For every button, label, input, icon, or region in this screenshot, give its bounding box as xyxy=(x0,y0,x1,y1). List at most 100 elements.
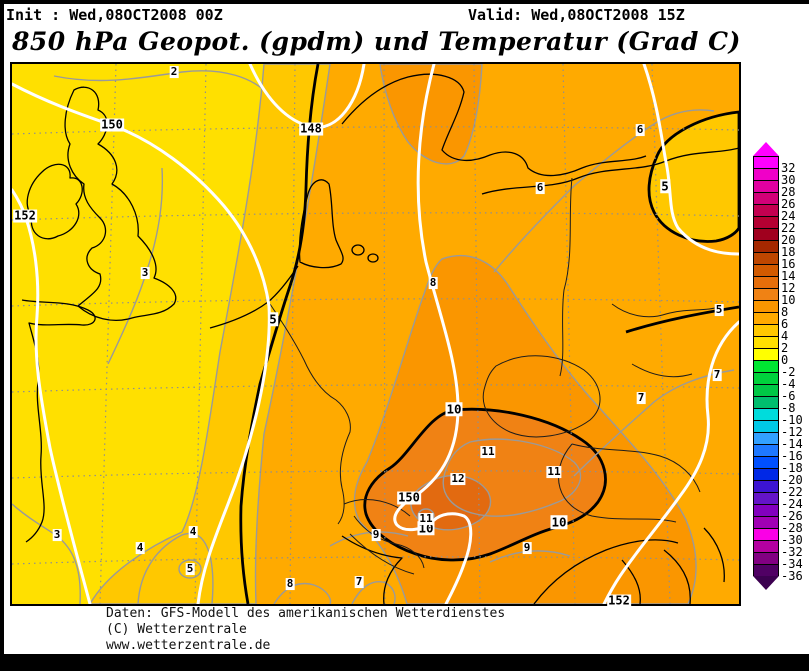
colorbar-cell xyxy=(753,288,779,300)
isotherm-6-line-northeast xyxy=(493,109,715,273)
footer-url: www.wetterzentrale.de xyxy=(106,638,271,653)
colorbar-cell xyxy=(753,456,779,468)
border-germany-poland xyxy=(559,177,573,377)
colorbar-cell xyxy=(753,312,779,324)
colorbar-row: 26 xyxy=(753,192,809,210)
border-alps-north xyxy=(343,499,415,575)
isotherm-contour-label: 10 xyxy=(445,401,463,417)
colorbar-tick-label: 28 xyxy=(781,185,796,199)
footer-copyright: (C) Wetterzentrale xyxy=(106,622,247,637)
colorbar-row: -34 xyxy=(753,552,809,570)
colorbar-row: 22 xyxy=(753,216,809,234)
colorbar-tick-label: -16 xyxy=(781,449,803,463)
colorbar-arrow-down xyxy=(753,576,779,590)
colorbar-row: 0 xyxy=(753,348,809,366)
isotherm-contour-label: 6 xyxy=(635,123,645,137)
colorbar-tick-label: -8 xyxy=(781,401,796,415)
colorbar-cell xyxy=(753,228,779,240)
isotherm-contour-label: 11 xyxy=(480,445,496,459)
colorbar-row: -22 xyxy=(753,480,809,498)
colorbar-tick-label: 30 xyxy=(781,173,796,187)
colorbar-row: 20 xyxy=(753,228,809,246)
isotherm-contour-label: 7 xyxy=(712,368,722,382)
page-title: 850 hPa Geopot. (gpdm) und Temperatur (G… xyxy=(12,27,741,56)
colorbar-row: 18 xyxy=(753,240,809,258)
colorbar-row: 24 xyxy=(753,204,809,222)
colorbar-cell xyxy=(753,240,779,252)
border-east-misc xyxy=(611,303,723,378)
colorbar-row: -2 xyxy=(753,360,809,378)
colorbar-row: -18 xyxy=(753,456,809,474)
colorbar-tick-label: -28 xyxy=(781,521,803,535)
isotherm-contour-label: 3 xyxy=(140,266,150,280)
colorbar-row: 14 xyxy=(753,264,809,282)
colorbar-cell xyxy=(753,204,779,216)
isotherm-contour-label: 2 xyxy=(169,65,179,79)
colorbar-tick-label: 12 xyxy=(781,281,796,295)
colorbar-cell xyxy=(753,444,779,456)
isotherm-8-line-south xyxy=(273,582,332,604)
colorbar-cell xyxy=(753,528,779,540)
colorbar-row: 6 xyxy=(753,312,809,330)
coastline-adriatic xyxy=(533,539,679,604)
colorbar-row: -32 xyxy=(753,540,809,558)
temp-fill-4-6-band xyxy=(89,64,331,604)
colorbar-cell xyxy=(753,552,779,564)
init-time-label: Init : Wed,08OCT2008 00Z xyxy=(6,6,223,24)
colorbar-row: -28 xyxy=(753,516,809,534)
colorbar-cell xyxy=(753,372,779,384)
colorbar-tick-label: 8 xyxy=(781,305,789,319)
map-panel: 150 148 152 150 152 5 5 10 10 10 2 3 5 6 6 8 7 7 9 9 11 11 12 1… xyxy=(10,62,741,608)
coastline-baltic-south xyxy=(481,147,739,195)
colorbar-row: 30 xyxy=(753,168,809,186)
colorbar-row: 8 xyxy=(753,300,809,318)
colorbar-cell xyxy=(753,300,779,312)
colorbar-tick-label: 18 xyxy=(781,245,796,259)
coastline-great-britain xyxy=(64,86,177,321)
valid-time-label: Valid: Wed,08OCT2008 15Z xyxy=(468,6,685,24)
footer-credits: Daten: GFS-Modell des amerikanischen Wet… xyxy=(106,606,505,654)
colorbar-tick-label: 20 xyxy=(781,233,796,247)
colorbar-row: 32 xyxy=(753,156,809,174)
isotherm-contour-label: 5 xyxy=(714,303,724,317)
border-switzerland-italy xyxy=(353,515,425,569)
isotherm-contour-label: 5 xyxy=(185,562,195,576)
isotherm-5-line-southeast xyxy=(625,305,739,334)
colorbar-row: -26 xyxy=(753,504,809,522)
colorbar-row: -8 xyxy=(753,396,809,414)
colorbar-cell xyxy=(753,540,779,552)
colorbar-cell xyxy=(753,336,779,348)
isotherm-contour-label: 3 xyxy=(52,528,62,542)
colorbar-tick-label: -6 xyxy=(781,389,796,403)
border-rhine xyxy=(269,303,351,525)
colorbar-tick-label: -2 xyxy=(781,365,796,379)
isotherm-contour-label: 7 xyxy=(354,575,364,589)
colorbar-row: -10 xyxy=(753,408,809,426)
colorbar-tick-label: -14 xyxy=(781,437,803,451)
coastline-scandinavia xyxy=(341,73,647,177)
geopotential-contour-label: 152 xyxy=(13,208,37,223)
colorbar-tick-label: -34 xyxy=(781,557,803,571)
colorbar-tick-label: 22 xyxy=(781,221,796,235)
colorbar-cell xyxy=(753,420,779,432)
colorbar-row: 10 xyxy=(753,288,809,306)
colorbar-tick-label: -10 xyxy=(781,413,803,427)
colorbar-cell xyxy=(753,468,779,480)
colorbar-cell xyxy=(753,480,779,492)
colorbar-cell xyxy=(753,408,779,420)
colorbar-row: -16 xyxy=(753,444,809,462)
frame-top xyxy=(0,0,809,4)
colorbar-row: 4 xyxy=(753,324,809,342)
colorbar-row: 16 xyxy=(753,252,809,270)
isotherm-contour-label: 5 xyxy=(268,311,278,327)
colorbar-cell xyxy=(753,504,779,516)
colorbar-row: -4 xyxy=(753,372,809,390)
colorbar-tick-label: -30 xyxy=(781,533,803,547)
colorbar-cell xyxy=(753,180,779,192)
coastline-balkans xyxy=(621,527,725,604)
colorbar-cell xyxy=(753,264,779,276)
temp-fill-8-10-scandinavia xyxy=(379,64,483,165)
geopotential-contour-label: 150 xyxy=(100,117,124,132)
geopotential-contour-label: 152 xyxy=(607,593,631,608)
colorbar-cell xyxy=(753,432,779,444)
